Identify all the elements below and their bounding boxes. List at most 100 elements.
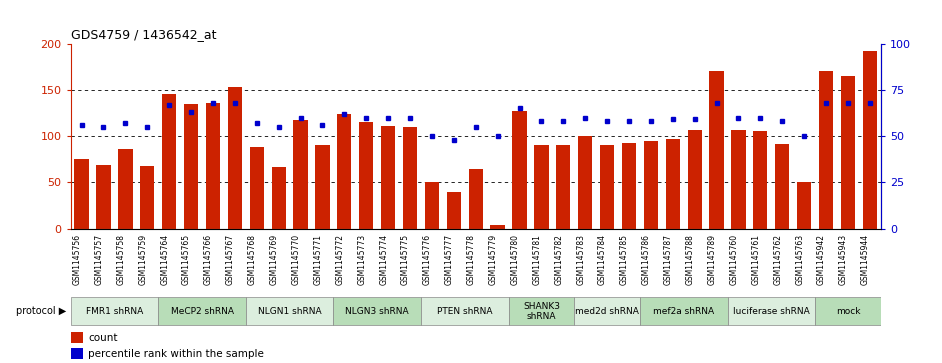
Bar (512, 111, 527, 229)
Text: mef2a shRNA: mef2a shRNA (653, 307, 714, 316)
Text: GSM1145771: GSM1145771 (314, 234, 322, 285)
Text: GSM1145785: GSM1145785 (620, 234, 629, 285)
Bar (688, 130, 702, 229)
Text: GSM1145769: GSM1145769 (269, 234, 279, 285)
Text: GSM1145784: GSM1145784 (598, 234, 607, 285)
Bar (575, 297, 640, 325)
Text: mock: mock (836, 307, 860, 316)
Bar (158, 297, 246, 325)
Text: GSM1145787: GSM1145787 (664, 234, 673, 285)
Text: med2d shRNA: med2d shRNA (576, 307, 639, 316)
Bar (162, 94, 176, 229)
Bar (381, 126, 396, 229)
Text: GSM1145770: GSM1145770 (291, 234, 300, 285)
Text: GSM1145773: GSM1145773 (357, 234, 366, 285)
Text: GSM1145789: GSM1145789 (707, 234, 717, 285)
Text: GSM1145778: GSM1145778 (466, 234, 476, 285)
Text: GSM1145774: GSM1145774 (379, 234, 388, 285)
Text: GSM1145768: GSM1145768 (248, 234, 257, 285)
Text: PTEN shRNA: PTEN shRNA (437, 307, 493, 316)
Bar (96, 165, 110, 229)
Text: GSM1145775: GSM1145775 (401, 234, 410, 285)
Bar (119, 149, 133, 229)
Bar (578, 136, 593, 229)
Bar (447, 192, 461, 229)
Text: count: count (89, 333, 118, 343)
Bar (316, 146, 330, 229)
Text: GSM1145764: GSM1145764 (160, 234, 170, 285)
Bar (600, 146, 614, 229)
Text: GSM1145942: GSM1145942 (817, 234, 826, 285)
Text: GDS4759 / 1436542_at: GDS4759 / 1436542_at (71, 28, 216, 41)
Text: NLGN1 shRNA: NLGN1 shRNA (258, 307, 321, 316)
Bar (841, 76, 855, 229)
Bar (797, 182, 811, 229)
Text: GSM1145759: GSM1145759 (138, 234, 147, 285)
Bar (71, 348, 83, 359)
Bar (71, 297, 158, 325)
Bar (556, 146, 571, 229)
Bar (294, 121, 308, 229)
Bar (74, 159, 89, 229)
Bar (184, 104, 198, 229)
Text: GSM1145781: GSM1145781 (532, 234, 542, 285)
Text: percentile rank within the sample: percentile rank within the sample (89, 349, 265, 359)
Text: protocol ▶: protocol ▶ (16, 306, 66, 316)
Bar (727, 297, 815, 325)
Text: GSM1145780: GSM1145780 (511, 234, 519, 285)
Text: GSM1145760: GSM1145760 (729, 234, 739, 285)
Bar (359, 122, 373, 229)
Bar (622, 143, 636, 229)
Text: GSM1145766: GSM1145766 (204, 234, 213, 285)
Bar (71, 332, 83, 343)
Text: GSM1145786: GSM1145786 (642, 234, 651, 285)
Bar (206, 103, 220, 229)
Text: FMR1 shRNA: FMR1 shRNA (86, 307, 143, 316)
Bar (421, 297, 509, 325)
Bar (709, 71, 723, 229)
Text: GSM1145943: GSM1145943 (839, 234, 848, 285)
Bar (140, 166, 154, 229)
Bar (775, 143, 789, 229)
Bar (250, 147, 264, 229)
Text: luciferase shRNA: luciferase shRNA (733, 307, 810, 316)
Bar (271, 167, 285, 229)
Bar (333, 297, 421, 325)
Bar (403, 127, 417, 229)
Text: GSM1145779: GSM1145779 (489, 234, 497, 285)
Text: GSM1145762: GSM1145762 (773, 234, 782, 285)
Text: GSM1145776: GSM1145776 (423, 234, 432, 285)
Text: GSM1145757: GSM1145757 (94, 234, 104, 285)
Text: MeCP2 shRNA: MeCP2 shRNA (171, 307, 234, 316)
Bar (666, 139, 680, 229)
Bar (468, 168, 483, 229)
Text: NLGN3 shRNA: NLGN3 shRNA (346, 307, 409, 316)
Text: GSM1145758: GSM1145758 (117, 234, 125, 285)
Bar (863, 51, 877, 229)
Text: GSM1145777: GSM1145777 (445, 234, 454, 285)
Text: GSM1145788: GSM1145788 (686, 234, 694, 285)
Text: GSM1145782: GSM1145782 (554, 234, 563, 285)
Bar (337, 114, 351, 229)
Bar (509, 297, 575, 325)
Bar (491, 225, 505, 229)
Text: GSM1145783: GSM1145783 (577, 234, 585, 285)
Text: GSM1145767: GSM1145767 (226, 234, 235, 285)
Text: GSM1145763: GSM1145763 (795, 234, 804, 285)
Bar (425, 182, 439, 229)
Text: GSM1145944: GSM1145944 (861, 234, 869, 285)
Text: GSM1145772: GSM1145772 (335, 234, 345, 285)
Bar (228, 87, 242, 229)
Text: GSM1145761: GSM1145761 (752, 234, 760, 285)
Bar (754, 131, 768, 229)
Text: SHANK3
shRNA: SHANK3 shRNA (523, 302, 560, 321)
Bar (246, 297, 333, 325)
Bar (819, 71, 833, 229)
Bar (534, 146, 548, 229)
Bar (643, 141, 658, 229)
Bar (731, 130, 745, 229)
Text: GSM1145765: GSM1145765 (182, 234, 191, 285)
Bar (640, 297, 727, 325)
Bar (815, 297, 881, 325)
Text: GSM1145756: GSM1145756 (73, 234, 82, 285)
